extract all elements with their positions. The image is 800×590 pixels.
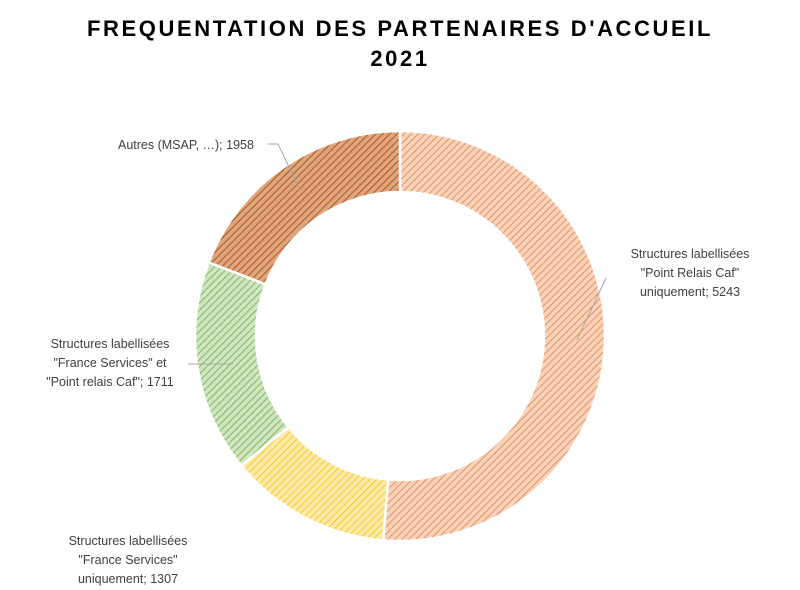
doughnut-slice-1 bbox=[381, 129, 607, 543]
leader-lines-layer bbox=[188, 143, 607, 365]
leader-line-4 bbox=[268, 143, 301, 191]
data-label-3: Structures labellisées "France Services" … bbox=[46, 337, 174, 389]
doughnut-slice-4 bbox=[207, 129, 402, 286]
data-label-line: "France Services" et bbox=[53, 356, 167, 370]
chart-subtitle: 2021 bbox=[370, 46, 430, 71]
data-label-4: Autres (MSAP, …); 1958 bbox=[118, 138, 254, 152]
slices-layer bbox=[193, 129, 607, 543]
data-label-1: Structures labellisées "Point Relais Caf"… bbox=[631, 247, 750, 299]
data-label-line: Autres (MSAP, …); 1958 bbox=[118, 138, 254, 152]
data-label-line: Structures labellisées bbox=[631, 247, 750, 261]
data-label-line: "Point Relais Caf" bbox=[641, 266, 740, 280]
chart-title-text: FREQUENTATION DES PARTENAIRES D'ACCUEIL bbox=[86, 16, 714, 41]
data-label-line: Structures labellisées bbox=[69, 534, 188, 548]
leader-line-1 bbox=[576, 277, 607, 341]
data-label-line: "Point relais Caf"; 1711 bbox=[46, 375, 174, 389]
chart-title: FREQUENTATION DES PARTENAIRES D'ACCUEIL … bbox=[0, 14, 800, 74]
data-label-2: Structures labellisées "France Services" u… bbox=[69, 534, 188, 586]
data-label-line: "France Services" bbox=[78, 553, 177, 567]
data-label-line: uniquement; 1307 bbox=[78, 572, 178, 586]
data-labels-layer: Structures labellisées "Point Relais Caf"… bbox=[46, 138, 749, 586]
data-label-line: uniquement; 5243 bbox=[640, 285, 740, 299]
data-label-line: Structures labellisées bbox=[51, 337, 170, 351]
